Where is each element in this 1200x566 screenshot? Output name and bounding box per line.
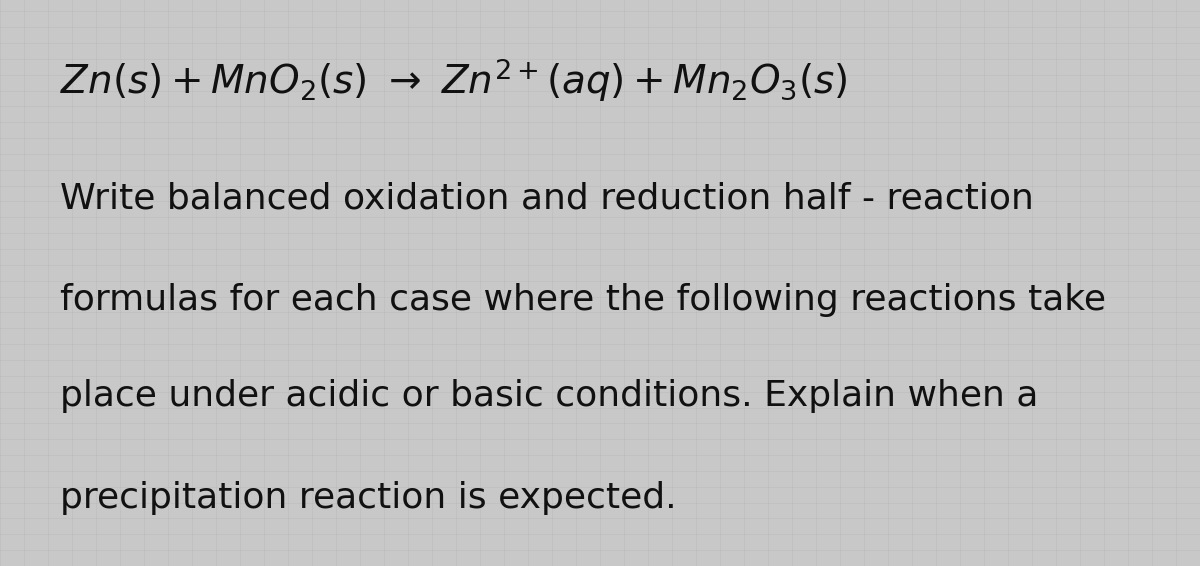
Text: precipitation reaction is expected.: precipitation reaction is expected. xyxy=(60,481,677,515)
Text: place under acidic or basic conditions. Explain when a: place under acidic or basic conditions. … xyxy=(60,379,1038,413)
Text: formulas for each case where the following reactions take: formulas for each case where the followi… xyxy=(60,283,1106,317)
Text: Write balanced oxidation and reduction half - reaction: Write balanced oxidation and reduction h… xyxy=(60,181,1034,215)
Text: $Zn(s) + MnO_2(s)\ \rightarrow\ Zn^{2+}(aq) + Mn_2O_3(s)$: $Zn(s) + MnO_2(s)\ \rightarrow\ Zn^{2+}(… xyxy=(60,57,847,104)
